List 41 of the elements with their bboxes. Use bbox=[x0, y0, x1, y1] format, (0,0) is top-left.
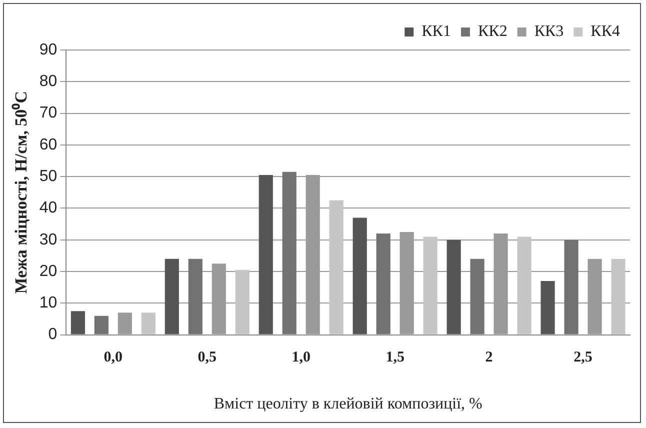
x-tick-label: 0,5 bbox=[198, 350, 217, 366]
y-tick-label: 10 bbox=[39, 294, 58, 312]
bar bbox=[517, 236, 532, 334]
y-tick-label: 0 bbox=[48, 326, 58, 344]
bar bbox=[352, 218, 367, 334]
y-axis-title: Межа міцності, Н/см, 50⁰С bbox=[12, 90, 31, 294]
bar bbox=[70, 311, 85, 334]
x-axis-title: Вміст цеоліту в клейовій композиції, % bbox=[214, 396, 482, 413]
bar bbox=[141, 312, 156, 334]
legend-label: КК4 bbox=[590, 23, 620, 40]
bar bbox=[376, 234, 390, 334]
legend-label: КК2 bbox=[478, 23, 508, 40]
y-tick-label: 90 bbox=[39, 41, 58, 58]
bar bbox=[164, 258, 179, 334]
bar bbox=[540, 281, 555, 334]
bar bbox=[470, 258, 484, 334]
y-tick-label: 50 bbox=[39, 168, 58, 185]
bar bbox=[446, 240, 461, 334]
y-tick-label: 30 bbox=[39, 231, 58, 248]
y-tick-label: 60 bbox=[39, 136, 58, 154]
bar bbox=[258, 174, 273, 334]
y-tick-label: 70 bbox=[39, 104, 58, 122]
bar bbox=[118, 312, 132, 334]
bar bbox=[611, 258, 626, 334]
x-tick-label: 2,5 bbox=[574, 350, 592, 366]
bar bbox=[329, 200, 344, 334]
bar bbox=[564, 240, 578, 334]
legend-label: КК1 bbox=[422, 23, 451, 40]
bar bbox=[282, 172, 296, 334]
x-tick-label: 0,0 bbox=[104, 350, 123, 366]
x-tick-label: 1,5 bbox=[386, 350, 404, 366]
y-tick-label: 40 bbox=[39, 200, 58, 217]
bar bbox=[423, 236, 438, 334]
y-tick-label: 80 bbox=[39, 73, 58, 90]
x-tick-label: 2 bbox=[485, 350, 493, 366]
x-tick-label: 1,0 bbox=[292, 350, 310, 366]
bar bbox=[94, 316, 108, 334]
bar bbox=[188, 258, 202, 334]
y-tick-label: 20 bbox=[39, 262, 58, 280]
bar bbox=[235, 270, 250, 334]
legend-label: КК3 bbox=[534, 23, 564, 40]
